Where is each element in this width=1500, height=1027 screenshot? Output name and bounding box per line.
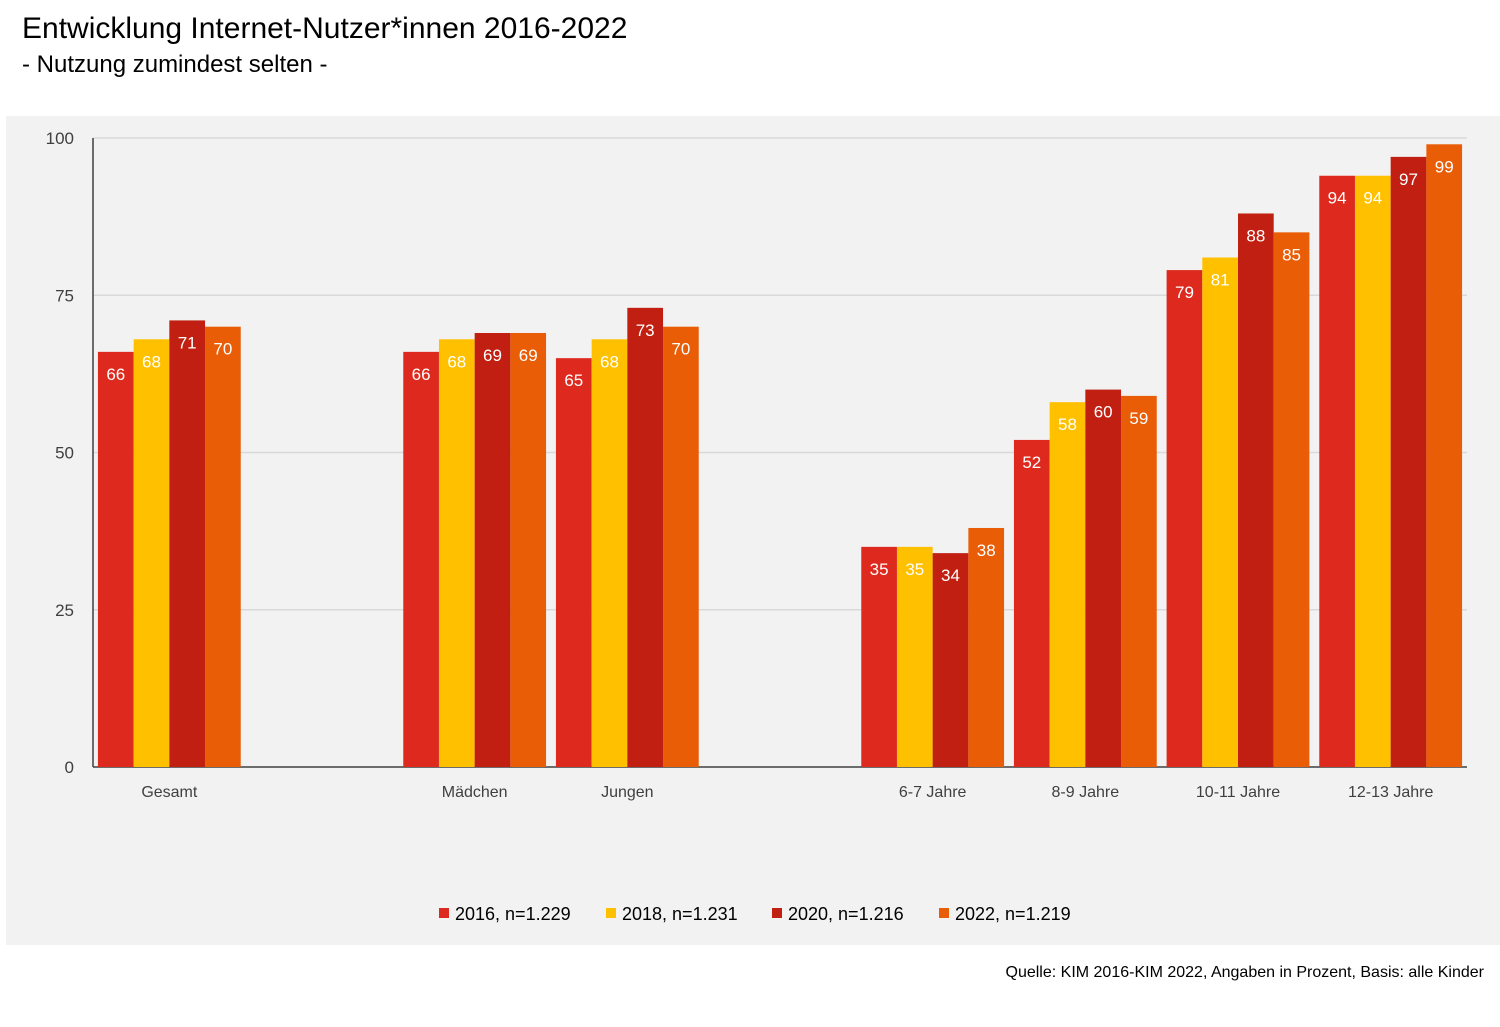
bar-value-label: 35 (905, 560, 924, 579)
legend-label: 2022, n=1.219 (955, 904, 1071, 924)
bar (474, 332, 511, 767)
bar-value-label: 68 (142, 352, 161, 371)
x-tick-label: Jungen (601, 784, 654, 801)
bar-value-label: 59 (1129, 409, 1148, 428)
bar-value-label: 94 (1328, 189, 1347, 208)
bar-value-label: 68 (600, 352, 619, 371)
bar (205, 326, 241, 767)
bar-value-label: 69 (483, 346, 502, 365)
legend-label: 2018, n=1.231 (622, 904, 738, 924)
source-note: Quelle: KIM 2016-KIM 2022, Angaben in Pr… (1005, 964, 1485, 981)
bar-value-label: 73 (636, 321, 655, 340)
bar-value-label: 65 (564, 371, 583, 390)
bar (968, 527, 1005, 767)
legend-swatch (939, 908, 949, 918)
bar (555, 358, 592, 767)
bar (438, 339, 475, 767)
bar-value-label: 69 (519, 346, 538, 365)
bar (133, 339, 170, 767)
chart-subtitle: - Nutzung zumindest selten - (22, 51, 328, 78)
bar (510, 332, 547, 767)
bar-value-label: 66 (106, 365, 125, 384)
bar-value-label: 35 (870, 560, 889, 579)
bar (1319, 175, 1355, 768)
bar-value-label: 97 (1399, 170, 1418, 189)
bar (403, 351, 439, 767)
bar (1426, 144, 1463, 768)
legend-swatch (606, 908, 616, 918)
bar (861, 546, 897, 767)
legend-label: 2016, n=1.229 (455, 904, 571, 924)
bar (169, 320, 206, 767)
bar (1121, 395, 1157, 767)
bar-value-label: 58 (1058, 415, 1077, 434)
bar-value-label: 79 (1175, 283, 1194, 302)
bar-value-label: 81 (1211, 271, 1230, 290)
y-tick-label: 100 (46, 129, 74, 148)
y-tick-label: 25 (55, 601, 74, 620)
x-tick-label: 10-11 Jahre (1196, 784, 1280, 801)
chart-title: Entwicklung Internet-Nutzer*innen 2016-2… (22, 12, 628, 45)
bar (97, 351, 134, 767)
bar-value-label: 71 (178, 333, 197, 352)
bar (663, 326, 699, 767)
bar (896, 546, 933, 767)
bar-value-label: 60 (1094, 403, 1113, 422)
bar-value-label: 34 (941, 566, 960, 585)
bar (1013, 439, 1050, 767)
bar (1166, 270, 1203, 767)
bar (627, 307, 664, 767)
bar (932, 553, 969, 767)
bar-value-label: 66 (412, 365, 431, 384)
bar-value-label: 94 (1363, 189, 1382, 208)
bar (1390, 156, 1427, 767)
bar-value-label: 88 (1246, 226, 1265, 245)
legend-swatch (772, 908, 782, 918)
bar-value-label: 52 (1022, 453, 1041, 472)
y-tick-label: 50 (55, 444, 74, 463)
bar (1049, 402, 1086, 767)
bar-value-label: 38 (977, 541, 996, 560)
x-tick-label: 6-7 Jahre (899, 784, 967, 801)
bar-value-label: 68 (447, 352, 466, 371)
bar (1273, 232, 1310, 768)
bar-value-label: 70 (671, 340, 690, 359)
bar (1202, 257, 1238, 767)
legend-label: 2020, n=1.216 (788, 904, 904, 924)
x-tick-label: 12-13 Jahre (1348, 784, 1433, 801)
bar-value-label: 99 (1435, 157, 1454, 176)
bar (591, 339, 628, 767)
y-tick-label: 0 (65, 758, 74, 777)
bar (1354, 175, 1391, 768)
x-tick-label: Mädchen (442, 784, 508, 801)
bar-value-label: 85 (1282, 245, 1301, 264)
y-tick-label: 75 (55, 286, 74, 305)
x-tick-label: 8-9 Jahre (1052, 784, 1120, 801)
bar-value-label: 70 (213, 340, 232, 359)
bar (1238, 213, 1274, 768)
x-tick-label: Gesamt (141, 784, 198, 801)
legend-swatch (439, 908, 449, 918)
bar (1085, 389, 1122, 767)
